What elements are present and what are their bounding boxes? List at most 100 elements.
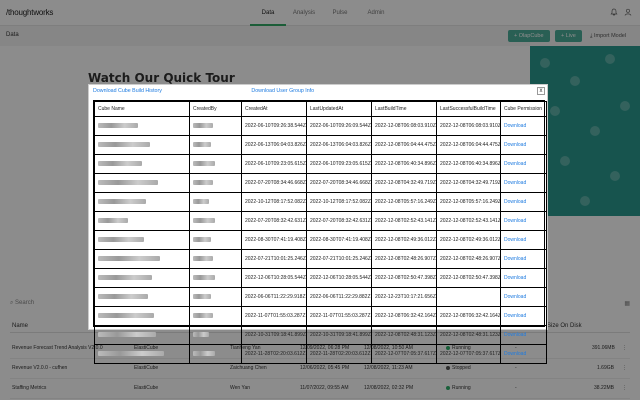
table-row: 2022-10-31T09:18:41.899Z 2022-10-31T09:18…: [94, 325, 547, 345]
nav-tab-data[interactable]: Data: [250, 0, 286, 26]
table-row: 2022-12-06T10:28:05.544Z 2022-12-06T10:28…: [94, 268, 547, 288]
more-icon[interactable]: ⋮: [622, 365, 627, 371]
cube-name-cell: [94, 116, 190, 136]
last-updated-cell: 2022-11-07T01:55:03.287Z: [306, 306, 372, 326]
cube-name[interactable]: Revenue Forecast Trend Analysis V2.0.0: [12, 345, 103, 351]
col-created-by: CreatedBy: [189, 101, 242, 117]
redacted-text: [98, 351, 164, 357]
created-by-cell: [189, 192, 242, 212]
top-bar: /thoughtworks Data Analysis Pulse Admin: [0, 0, 640, 26]
last-build-cell: 2022-12-08T06:04:44.475Z: [371, 135, 437, 155]
cube-status: Running: [446, 385, 471, 391]
last-build-cell: 2022-12-08T06:08:03.910Z: [371, 116, 437, 136]
download-link[interactable]: Download: [500, 192, 547, 212]
download-link[interactable]: Download: [500, 306, 547, 326]
created-at-cell: 2022-06-06T11:22:29.918Z: [241, 287, 307, 307]
last-updated-cell: 2022-06-10T09:26:09.544Z: [306, 116, 372, 136]
last-build-cell: 2022-12-08T02:52:43.141Z: [371, 211, 437, 231]
cube-name[interactable]: Revenue V2.0.0 - cufhen: [12, 365, 68, 371]
status-dot-icon: [446, 385, 450, 390]
download-link[interactable]: Download: [500, 325, 547, 345]
redacted-text: [193, 161, 215, 167]
cube-created: 12/06/2022, 05:45 PM: [300, 365, 350, 371]
download-link[interactable]: Download: [500, 211, 547, 231]
created-by-cell: [189, 135, 242, 155]
download-link[interactable]: Download: [500, 344, 547, 364]
cube-updated: 12/08/2022, 02:32 PM: [364, 385, 414, 391]
table-header-row: Cube Name CreatedBy CreatedAt LastUpdate…: [94, 101, 547, 117]
download-link[interactable]: Download: [500, 287, 547, 307]
created-by-cell: [189, 154, 242, 174]
col-permission: Cube Permission: [500, 101, 547, 117]
app-logo[interactable]: /thoughtworks: [6, 8, 54, 17]
created-at-cell: 2022-11-28T02:20:03.612Z: [241, 344, 307, 364]
tour-illustration: [530, 46, 640, 216]
download-link[interactable]: Download: [500, 135, 547, 155]
redacted-text: [98, 332, 156, 338]
redacted-text: [193, 180, 213, 186]
cube-size: 1.69GB: [597, 365, 614, 371]
download-link[interactable]: Download: [500, 268, 547, 288]
created-at-cell: 2022-06-10T09:23:05.615Z: [241, 154, 307, 174]
bell-icon[interactable]: [610, 8, 618, 16]
cube-name-cell: [94, 268, 190, 288]
header-name[interactable]: Name: [12, 323, 29, 329]
download-user-group-link[interactable]: Download User Group Info: [251, 88, 315, 94]
download-link[interactable]: Download: [500, 230, 547, 250]
modal-links: Download Cube Build History Download Use…: [93, 88, 402, 96]
cube-name-cell: [94, 306, 190, 326]
cube-info-modal: Download Cube Build History Download Use…: [88, 84, 548, 364]
status-dot-icon: [446, 365, 450, 370]
col-last-success: LastSuccessfulBuildTime: [436, 101, 501, 117]
more-icon[interactable]: ⋮: [622, 385, 627, 391]
search-input[interactable]: Search: [15, 300, 35, 306]
download-link[interactable]: Download: [500, 154, 547, 174]
more-icon[interactable]: ⋮: [622, 345, 627, 351]
last-build-cell: 2022-12-08T02:50:47.398Z: [371, 268, 437, 288]
redacted-text: [98, 275, 152, 281]
redacted-text: [98, 180, 158, 186]
cube-table-body: 2022-06-10T09:26:38.544Z 2022-06-10T09:26…: [94, 116, 547, 364]
last-updated-cell: 2022-11-28T02:20:03.612Z: [306, 344, 372, 364]
download-link[interactable]: Download: [500, 173, 547, 193]
table-row: 2022-11-28T02:20:03.612Z 2022-11-28T02:20…: [94, 344, 547, 364]
add-olapcube-button[interactable]: + OlapCube: [508, 30, 550, 42]
redacted-text: [193, 313, 213, 319]
cube-name-cell: [94, 287, 190, 307]
created-at-cell: 2022-10-12T08:17:52.082Z: [241, 192, 307, 212]
download-build-history-link[interactable]: Download Cube Build History: [93, 88, 162, 94]
list-item[interactable]: Revenue V2.0.0 - cufhen ElastiCube Zaich…: [10, 359, 630, 379]
header-size[interactable]: Size On Disk: [547, 323, 582, 329]
last-success-cell: 2022-12-08T06:32:42.164Z: [436, 306, 501, 326]
redacted-text: [193, 123, 213, 129]
import-model-button[interactable]: ⤓ Import Model: [584, 30, 632, 42]
last-updated-cell: 2022-06-06T11:22:29.882Z: [306, 287, 372, 307]
download-link[interactable]: Download: [500, 249, 547, 269]
cube-status: Stopped: [446, 365, 471, 371]
nav-tab-analysis[interactable]: Analysis: [292, 10, 316, 16]
cube-name-cell: [94, 211, 190, 231]
user-icon[interactable]: [624, 8, 632, 16]
close-button[interactable]: x: [537, 87, 545, 95]
grid-view-icon[interactable]: ▦: [624, 301, 630, 307]
cube-name-cell: [94, 344, 190, 364]
list-item[interactable]: Staffing Metrics ElastiCube Wen Yan 11/0…: [10, 379, 630, 399]
redacted-text: [98, 237, 144, 243]
add-live-button[interactable]: + Live: [555, 30, 582, 42]
created-at-cell: 2022-07-21T10:01:25.246Z: [241, 249, 307, 269]
download-link[interactable]: Download: [500, 116, 547, 136]
last-build-cell: 2022-12-23T10:17:21.656Z: [371, 287, 437, 307]
cube-name-cell: [94, 154, 190, 174]
table-row: 2022-07-20T08:34:46.668Z 2022-07-20T08:34…: [94, 173, 547, 193]
cube-dash: -: [515, 385, 517, 391]
sub-bar: Data + OlapCube + Live ⤓ Import Model: [0, 27, 640, 45]
last-updated-cell: 2022-06-10T09:23:05.615Z: [306, 154, 372, 174]
table-row: 2022-06-13T06:04:03.826Z 2022-06-13T06:04…: [94, 135, 547, 155]
created-by-cell: [189, 325, 242, 345]
nav-tab-admin[interactable]: Admin: [367, 10, 385, 16]
nav-tab-pulse[interactable]: Pulse: [332, 10, 348, 16]
cube-updated: 12/08/2022, 11:23 AM: [364, 365, 413, 371]
cube-name[interactable]: Staffing Metrics: [12, 385, 47, 391]
col-cube-name: Cube Name: [94, 101, 190, 117]
table-row: 2022-06-10T09:26:38.544Z 2022-06-10T09:26…: [94, 116, 547, 136]
